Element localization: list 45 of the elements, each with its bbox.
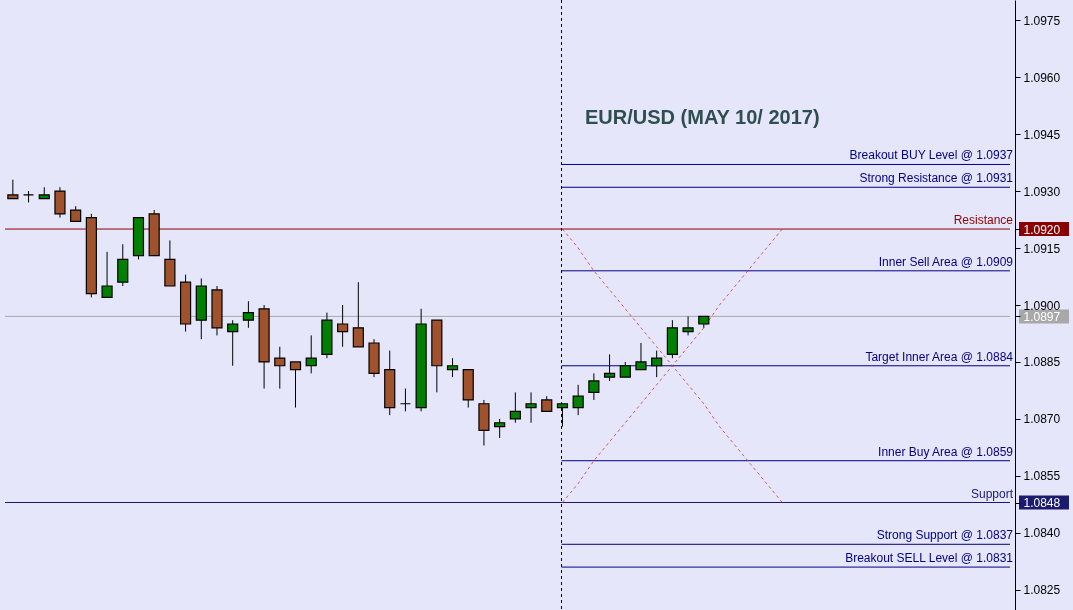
candlestick <box>603 353 616 382</box>
ref-line-label: Breakout BUY Level @ 1.0937 <box>849 148 1014 163</box>
candlestick <box>305 334 317 374</box>
candlestick <box>651 350 663 378</box>
y-tick-label: 1.0825 <box>1023 583 1061 598</box>
candlestick <box>289 361 302 409</box>
ref-line-label: Inner Sell Area @ 1.0909 <box>878 254 1014 269</box>
candlestick <box>54 186 66 219</box>
candlestick <box>494 418 506 439</box>
y-tick-label: 1.0920 <box>1023 222 1061 237</box>
candlestick <box>227 319 239 367</box>
candlestick <box>525 391 537 424</box>
candlestick <box>572 384 584 416</box>
candlestick <box>101 251 113 298</box>
candlestick <box>352 281 364 348</box>
candlestick <box>399 388 412 412</box>
candlestick <box>337 304 349 348</box>
ref-line-label: Inner Buy Area @ 1.0859 <box>878 444 1014 459</box>
candlestick <box>635 342 647 371</box>
candlestick <box>274 346 286 390</box>
y-tick-label: 1.0870 <box>1023 412 1061 427</box>
candlestick <box>509 391 521 424</box>
candlestick <box>588 372 600 401</box>
ref-line-label: Breakout SELL Level @ 1.0831 <box>845 551 1014 566</box>
candlestick <box>242 300 254 329</box>
candlestick <box>682 315 694 336</box>
y-tick-label: 1.0945 <box>1023 127 1061 142</box>
y-tick-label: 1.0960 <box>1023 70 1061 85</box>
ref-line-label: Strong Resistance @ 1.0931 <box>859 171 1014 186</box>
ref-line-label: Target Inner Area @ 1.0884 <box>865 349 1014 364</box>
y-tick-label: 1.0975 <box>1023 13 1061 28</box>
y-tick-label: 1.0915 <box>1023 241 1061 256</box>
text: EUR/USD (MAY 10/ 2017) <box>585 106 820 128</box>
y-tick-label: 1.0930 <box>1023 184 1061 199</box>
candlestick <box>7 179 19 200</box>
y-tick-label: 1.0855 <box>1023 469 1061 484</box>
line-series <box>561 228 783 504</box>
candlestick <box>117 243 129 287</box>
ref-line-label: Resistance <box>953 213 1014 228</box>
candlestick <box>446 357 459 378</box>
y-tick-label: 1.0848 <box>1023 496 1061 511</box>
ref-line-label: Support <box>970 486 1014 501</box>
ref-line-label: Strong Support @ 1.0837 <box>876 528 1014 543</box>
y-tick-label: 1.0885 <box>1023 355 1061 370</box>
y-tick-label: 1.0840 <box>1023 526 1061 541</box>
